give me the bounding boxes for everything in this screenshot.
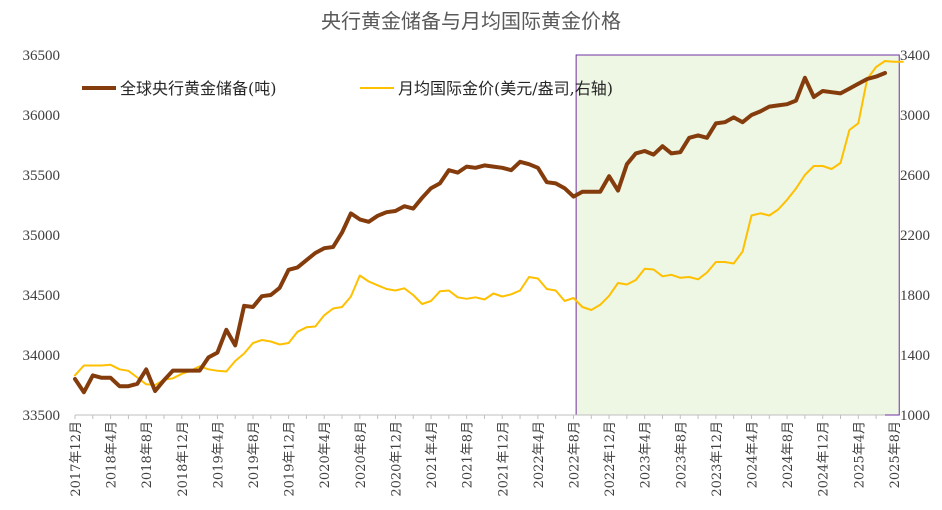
x-tick-label: 2018年4月	[105, 421, 120, 488]
x-tick-label: 2025年4月	[852, 421, 867, 488]
legend: 全球央行黄金储备(吨) 月均国际金价(美元/盎司,右轴)	[82, 79, 613, 98]
right-y-tick-label: 2600	[900, 168, 930, 184]
left-y-tick-label: 33500	[23, 408, 61, 424]
x-tick-label: 2024年12月	[817, 421, 832, 497]
x-tick-label: 2025年8月	[888, 421, 903, 488]
right-y-tick-label: 3000	[900, 108, 930, 124]
highlight-region	[575, 54, 900, 416]
x-tick-label: 2023年4月	[639, 421, 654, 488]
right-y-tick-label: 1800	[900, 288, 930, 304]
x-axis: 2017年12月 2018年4月 2018年8月 2018年12月 2019年4月 201…	[69, 421, 903, 497]
x-tick-label: 2023年12月	[710, 421, 725, 497]
left-y-tick-label: 36000	[23, 108, 61, 124]
legend-label-gold-price: 月均国际金价(美元/盎司,右轴)	[398, 79, 613, 98]
left-y-tick-label: 34500	[23, 288, 61, 304]
left-y-tick-label: 35000	[23, 228, 61, 244]
x-tick-label: 2018年8月	[140, 421, 155, 488]
left-y-axis: 33500 34000 34500 35000 35500 36000 36500	[23, 48, 61, 424]
x-tick-label: 2021年8月	[461, 421, 476, 488]
x-tick-label: 2020年4月	[318, 421, 333, 488]
series-line-central-bank-reserves	[73, 71, 887, 395]
series-line-gold-price	[74, 60, 904, 386]
right-y-tick-label: 1400	[900, 348, 930, 364]
x-tick-label: 2022年4月	[532, 421, 547, 488]
x-tick-label: 2022年12月	[603, 421, 618, 497]
x-tick-label: 2019年4月	[211, 421, 226, 488]
x-tick-label: 2019年8月	[247, 421, 262, 488]
right-y-axis: 1000 1400 1800 2200 2600 3000 3400	[900, 48, 930, 424]
right-y-tick-label: 2200	[900, 228, 930, 244]
x-tick-label: 2024年8月	[781, 421, 796, 488]
x-tick-label: 2020年8月	[354, 421, 369, 488]
left-y-tick-label: 34000	[23, 348, 61, 364]
legend-label-reserves: 全球央行黄金储备(吨)	[120, 79, 277, 98]
x-tick-marks	[74, 415, 877, 419]
x-tick-label: 2019年12月	[283, 421, 298, 497]
x-tick-label: 2021年12月	[496, 421, 511, 497]
right-y-tick-label: 3400	[900, 48, 930, 64]
right-y-tick-label: 1000	[900, 408, 930, 424]
x-tick-label: 2024年4月	[745, 421, 760, 488]
x-tick-label: 2023年8月	[674, 421, 689, 488]
x-tick-label: 2022年8月	[567, 421, 582, 488]
x-tick-label: 2020年12月	[389, 421, 404, 497]
left-y-tick-label: 36500	[23, 48, 61, 64]
series-lines	[73, 60, 904, 395]
x-tick-label: 2017年12月	[69, 421, 84, 497]
x-tick-label: 2021年4月	[425, 421, 440, 488]
chart-title: 央行黄金储备与月均国际黄金价格	[321, 9, 621, 33]
left-y-tick-label: 35500	[23, 168, 61, 184]
x-tick-label: 2018年12月	[176, 421, 191, 497]
